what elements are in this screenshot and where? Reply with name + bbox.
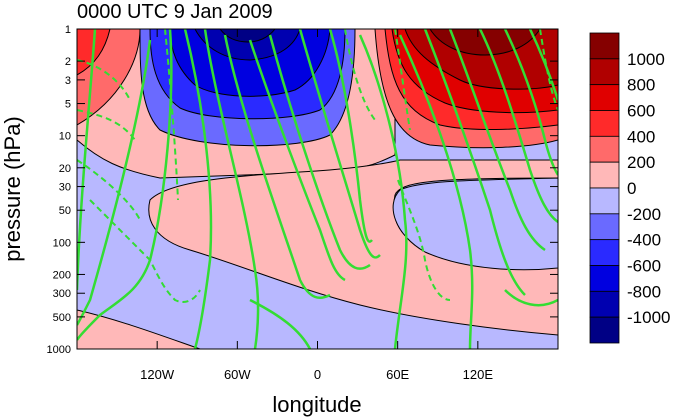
y-tick-label: 500 (53, 312, 71, 324)
contour-line-dashed (164, 29, 179, 201)
colorbar-label: 400 (627, 127, 655, 146)
x-tick-label: 60E (386, 367, 409, 382)
contour-line-dashed (397, 179, 451, 301)
field-um-blue5 (219, 29, 276, 43)
colorbar-label: -1000 (627, 308, 670, 327)
colorbar-label: -200 (627, 205, 661, 224)
y-axis-title: pressure (hPa) (0, 116, 25, 262)
colorbar: 1000 800 600 400 200 0 -200 -400 -600 -800 -1000 (589, 32, 670, 344)
colorbar-swatch (589, 32, 620, 60)
x-axis: 120W 60W 0 60E 120E (140, 29, 493, 382)
colorbar-label: 1000 (627, 50, 665, 69)
contour-line-dashed (89, 199, 201, 303)
contour-line-dashed (394, 29, 411, 131)
contour-line (478, 29, 558, 224)
y-tick-label: 3 (65, 75, 71, 87)
colorbar-label: -400 (627, 231, 661, 250)
contour-line (248, 39, 346, 282)
x-tick-label: 120W (140, 367, 175, 382)
contour-line (298, 29, 381, 259)
overlay-contours-dashed (77, 29, 558, 303)
y-tick-label: 300 (53, 288, 71, 300)
x-tick-label: 60W (224, 367, 251, 382)
contour-line (328, 29, 373, 243)
chart-title: 0000 UTC 9 Jan 2009 (77, 1, 273, 23)
y-tick-label: 10 (59, 131, 71, 143)
colorbar-swatch (589, 58, 620, 86)
colorbar-label: 0 (627, 179, 636, 198)
colorbar-swatch (589, 316, 620, 344)
colorbar-swatch (589, 290, 620, 318)
contour-line (423, 29, 526, 296)
colorbar-swatch (589, 187, 620, 215)
y-tick-label: 20 (59, 163, 71, 175)
y-tick-label: 30 (59, 182, 71, 194)
colorbar-swatch (589, 135, 620, 163)
contour-line (223, 34, 331, 299)
contour-line-dashed (77, 59, 131, 101)
contour-line (77, 39, 152, 326)
contour-line (183, 29, 213, 349)
colorbar-swatch (589, 161, 620, 189)
y-tick-label: 2 (65, 56, 71, 68)
y-axis: 1 2 3 5 10 20 30 50 100 200 300 500 1000 (47, 24, 558, 356)
colorbar-swatch (589, 213, 620, 241)
overlay-contours (77, 29, 558, 349)
contour-line (528, 29, 558, 101)
plot-area (77, 29, 558, 349)
contour-line-dashed (77, 109, 136, 141)
contour-line (203, 29, 260, 349)
contour-line (77, 29, 173, 341)
contour-line (504, 289, 558, 307)
colorbar-label: 800 (627, 76, 655, 95)
colorbar-swatch (589, 110, 620, 137)
colorbar-label: -800 (627, 282, 661, 301)
colorbar-label: 200 (627, 153, 655, 172)
contour-line-dashed (77, 159, 141, 221)
contour-line (448, 29, 546, 252)
contour-line (249, 298, 312, 349)
x-tick-label: 120E (463, 367, 494, 382)
colorbar-label: 600 (627, 102, 655, 121)
x-axis-title: longitude (272, 392, 361, 417)
y-tick-label: 200 (53, 269, 71, 281)
y-tick-label: 5 (65, 99, 71, 111)
colorbar-swatch (589, 239, 620, 266)
contour-line-dashed (344, 29, 376, 121)
colorbar-swatch (589, 265, 620, 292)
y-tick-label: 50 (59, 205, 71, 217)
colorbar-swatch (589, 84, 620, 111)
contour-line (358, 34, 408, 349)
contour-line-dashed (539, 29, 558, 111)
colorbar-label: -600 (627, 257, 661, 276)
contour-line (268, 34, 371, 270)
contour-line (398, 34, 474, 349)
y-tick-label: 1000 (47, 344, 71, 356)
contour-line (77, 29, 97, 291)
y-tick-label: 1 (65, 24, 71, 36)
field-right-blob (392, 177, 558, 271)
x-tick-label: 0 (314, 367, 321, 382)
y-tick-label: 100 (53, 237, 71, 249)
